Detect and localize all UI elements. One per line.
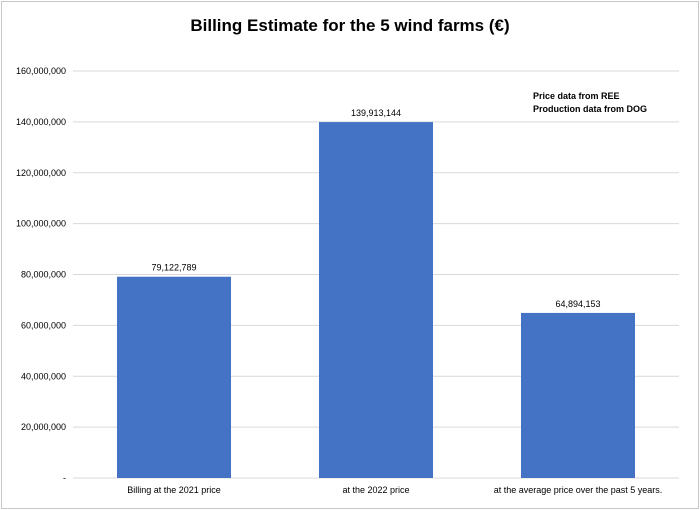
data-label: 79,122,789 — [151, 263, 196, 273]
annotation-production-source: Production data from DOG — [533, 104, 648, 114]
bar — [521, 312, 635, 478]
data-label: 139,913,144 — [351, 108, 401, 118]
y-tick-label: 80,000,000 — [21, 270, 66, 280]
bar — [319, 122, 433, 478]
y-tick-label: - — [63, 473, 66, 483]
data-label: 64,894,153 — [555, 299, 600, 309]
category-label: at the 2022 price — [342, 485, 409, 495]
y-tick-label: 140,000,000 — [16, 117, 66, 127]
y-tick-label: 40,000,000 — [21, 371, 66, 381]
category-label: at the average price over the past 5 yea… — [494, 485, 663, 495]
y-tick-label: 60,000,000 — [21, 320, 66, 330]
bar — [117, 276, 231, 478]
annotation-price-source: Price data from REE — [533, 91, 620, 101]
y-tick-label: 160,000,000 — [16, 66, 66, 76]
y-tick-label: 20,000,000 — [21, 422, 66, 432]
y-tick-label: 100,000,000 — [16, 219, 66, 229]
y-tick-label: 120,000,000 — [16, 168, 66, 178]
chart-title: Billing Estimate for the 5 wind farms (€… — [190, 16, 510, 35]
category-label: Billing at the 2021 price — [127, 485, 221, 495]
